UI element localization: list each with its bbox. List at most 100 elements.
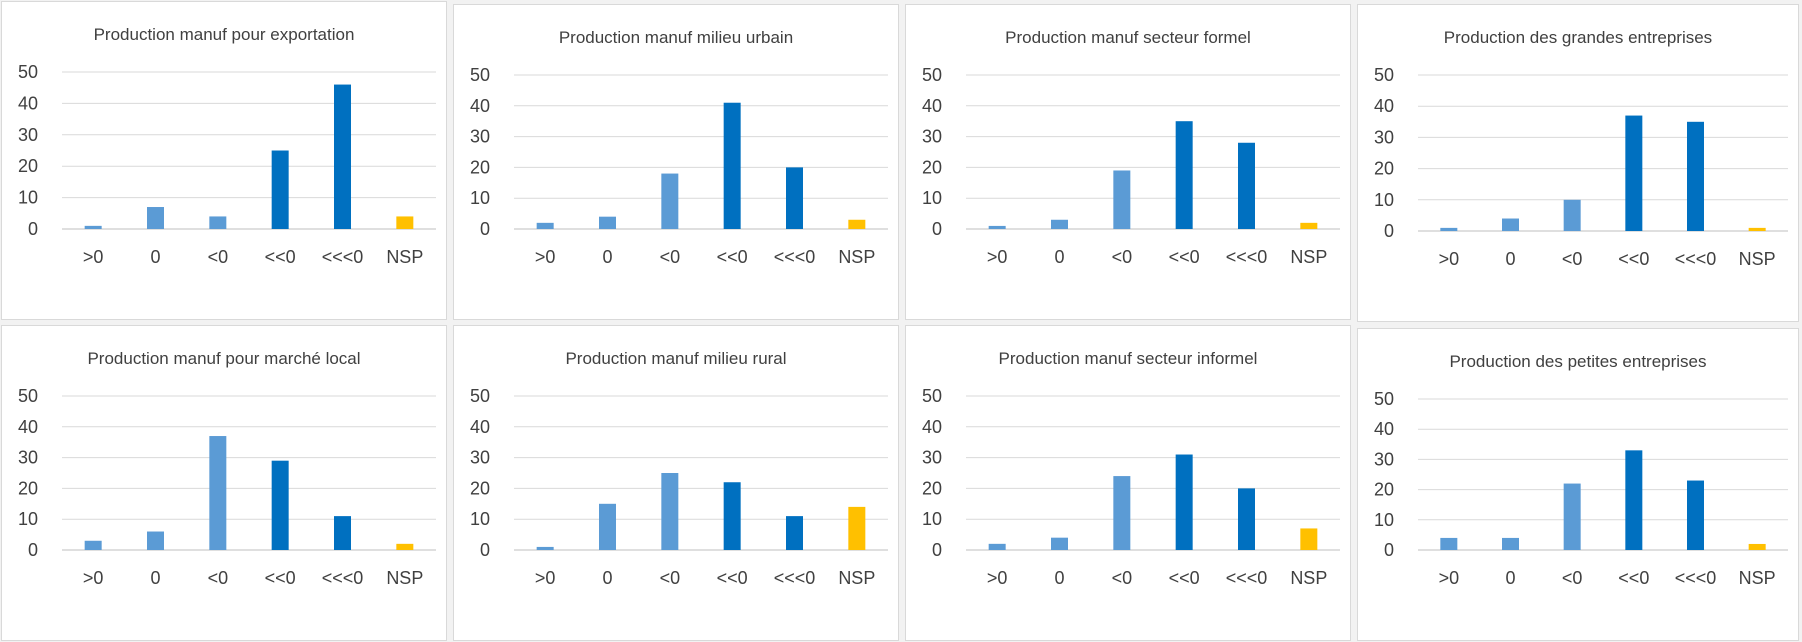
x-tick-label: NSP bbox=[1739, 568, 1776, 588]
bar-2 bbox=[599, 503, 616, 550]
bar-5 bbox=[1687, 121, 1704, 231]
chart-panel-5: Production manuf pour marché local 0 10 20 3… bbox=[1, 325, 447, 641]
bar-1 bbox=[1440, 537, 1458, 550]
x-tick-label: <<0 bbox=[265, 247, 296, 267]
y-tick-label: 10 bbox=[1374, 190, 1394, 210]
bar-1 bbox=[988, 543, 1006, 550]
x-tick-label: <<0 bbox=[1169, 568, 1200, 588]
x-tick-label: <<<0 bbox=[1675, 568, 1717, 588]
y-tick-label: 20 bbox=[18, 478, 38, 498]
y-tick-label: 10 bbox=[470, 509, 490, 529]
bar-chart-4: Production des grandes entreprises 0 10 20 3… bbox=[1374, 28, 1788, 269]
bar-chart-6: Production manuf milieu rural 0 10 20 30 40 50… bbox=[470, 349, 888, 588]
y-tick-label: 30 bbox=[1374, 449, 1394, 469]
bar-6 bbox=[1300, 528, 1318, 550]
bar-chart-8: Production des petites entreprises 0 10 20 3… bbox=[1374, 352, 1788, 588]
chart-title: Production manuf secteur informel bbox=[999, 349, 1258, 368]
y-tick-label: 30 bbox=[922, 448, 942, 468]
bar-3 bbox=[1563, 199, 1581, 231]
chart-panel-8: Production des petites entreprises 0 10 20 3… bbox=[1357, 328, 1799, 641]
x-tick-label: <<<0 bbox=[1226, 247, 1268, 267]
y-tick-label: 0 bbox=[480, 219, 490, 239]
x-tick-label: NSP bbox=[838, 247, 875, 267]
bar-2 bbox=[1502, 537, 1519, 550]
chart-panel-3: Production manuf secteur formel 0 10 20 30 40… bbox=[905, 4, 1351, 320]
x-tick-label: <<<0 bbox=[322, 247, 364, 267]
y-tick-label: 10 bbox=[18, 188, 38, 208]
bar-1 bbox=[84, 225, 102, 229]
y-tick-label: 0 bbox=[1384, 221, 1394, 241]
bar-4 bbox=[1175, 121, 1193, 229]
y-tick-label: 30 bbox=[922, 127, 942, 147]
bar-6 bbox=[848, 506, 866, 550]
x-tick-label: <<0 bbox=[717, 247, 748, 267]
bar-3 bbox=[209, 436, 227, 550]
y-tick-label: 40 bbox=[18, 417, 38, 437]
bar-chart-5: Production manuf pour marché local 0 10 20 3… bbox=[18, 349, 436, 588]
bar-1 bbox=[1440, 227, 1458, 231]
bar-1 bbox=[536, 546, 554, 550]
x-tick-label: <0 bbox=[1112, 568, 1133, 588]
y-tick-label: 10 bbox=[18, 509, 38, 529]
y-tick-label: 50 bbox=[1374, 65, 1394, 85]
y-tick-label: 20 bbox=[470, 157, 490, 177]
bar-2 bbox=[599, 216, 616, 229]
y-tick-label: 20 bbox=[1374, 159, 1394, 179]
x-tick-label: <<<0 bbox=[1226, 568, 1268, 588]
bar-6 bbox=[848, 219, 866, 229]
bar-3 bbox=[1563, 483, 1581, 550]
y-tick-label: 50 bbox=[470, 65, 490, 85]
bar-6 bbox=[1300, 222, 1318, 229]
chart-title: Production manuf pour exportation bbox=[94, 25, 355, 44]
bar-4 bbox=[1175, 454, 1193, 550]
x-tick-label: <0 bbox=[1112, 247, 1133, 267]
y-tick-label: 40 bbox=[1374, 96, 1394, 116]
bar-2 bbox=[1502, 218, 1519, 231]
chart-panel-4: Production des grandes entreprises 0 10 20 3… bbox=[1357, 4, 1799, 322]
bar-chart-7: Production manuf secteur informel 0 10 20 30… bbox=[922, 349, 1340, 588]
chart-panel-2: Production manuf milieu urbain 0 10 20 30 40 5… bbox=[453, 4, 899, 320]
bar-2 bbox=[1051, 537, 1068, 550]
y-tick-label: 30 bbox=[18, 125, 38, 145]
y-tick-label: 40 bbox=[18, 93, 38, 113]
bar-3 bbox=[661, 173, 679, 229]
y-tick-label: 10 bbox=[470, 188, 490, 208]
y-tick-label: 0 bbox=[28, 540, 38, 560]
bar-6 bbox=[396, 543, 414, 550]
x-tick-label: >0 bbox=[535, 247, 556, 267]
x-tick-label: >0 bbox=[1439, 568, 1460, 588]
x-tick-label: <<<0 bbox=[322, 568, 364, 588]
chart-title: Production des petites entreprises bbox=[1449, 352, 1706, 371]
x-tick-label: <<<0 bbox=[774, 568, 816, 588]
y-tick-label: 30 bbox=[18, 448, 38, 468]
bar-5 bbox=[786, 167, 803, 229]
y-tick-label: 20 bbox=[922, 478, 942, 498]
x-tick-label: <0 bbox=[1562, 568, 1583, 588]
bar-chart-3: Production manuf secteur formel 0 10 20 30 40… bbox=[922, 28, 1340, 267]
x-tick-label: <0 bbox=[208, 568, 229, 588]
x-tick-label: <<0 bbox=[1618, 249, 1649, 269]
y-tick-label: 50 bbox=[18, 386, 38, 406]
x-tick-label: <0 bbox=[660, 247, 681, 267]
x-tick-label: >0 bbox=[1439, 249, 1460, 269]
bar-4 bbox=[1625, 115, 1643, 231]
x-tick-label: 0 bbox=[150, 247, 160, 267]
bar-6 bbox=[1748, 543, 1766, 550]
y-tick-label: 20 bbox=[18, 156, 38, 176]
x-tick-label: <<0 bbox=[1618, 568, 1649, 588]
chart-panel-6: Production manuf milieu rural 0 10 20 30 40 50… bbox=[453, 325, 899, 641]
chart-title: Production manuf pour marché local bbox=[87, 349, 360, 368]
y-tick-label: 40 bbox=[922, 417, 942, 437]
y-tick-label: 30 bbox=[470, 127, 490, 147]
x-tick-label: <<<0 bbox=[1675, 249, 1717, 269]
y-tick-label: 0 bbox=[932, 219, 942, 239]
x-tick-label: >0 bbox=[535, 568, 556, 588]
x-tick-label: <0 bbox=[1562, 249, 1583, 269]
x-tick-label: NSP bbox=[1290, 568, 1327, 588]
y-tick-label: 20 bbox=[470, 478, 490, 498]
x-tick-label: >0 bbox=[83, 568, 104, 588]
y-tick-label: 40 bbox=[922, 96, 942, 116]
x-tick-label: >0 bbox=[987, 568, 1008, 588]
bar-chart-1: Production manuf pour exportation 0 10 20 30… bbox=[18, 25, 436, 267]
